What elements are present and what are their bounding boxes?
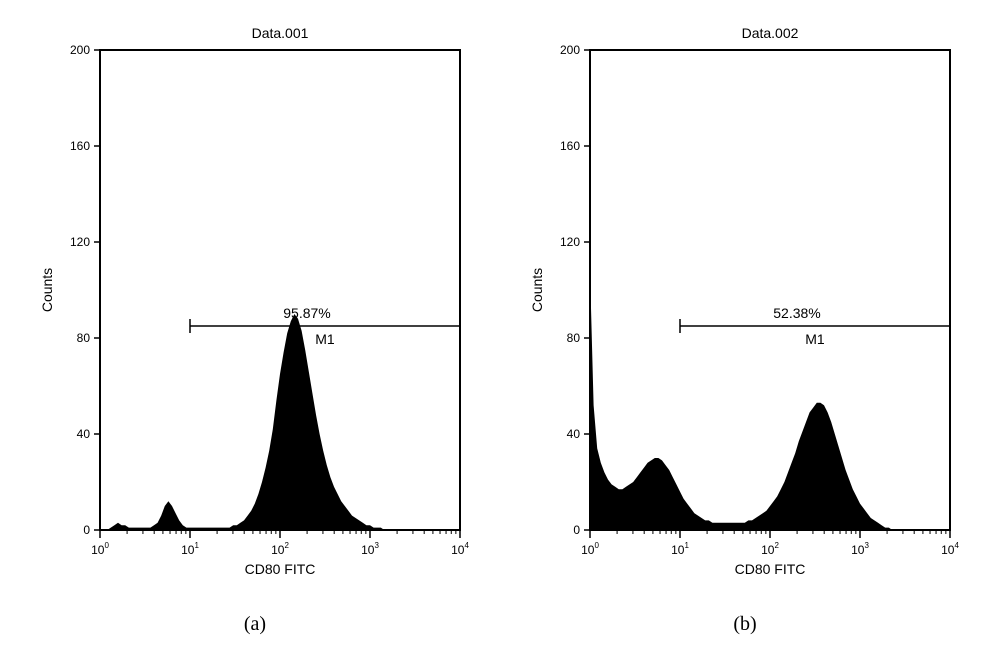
chart-b-wrap: Data.002 0 40 80 120 160 200 Counts 100 101 102 103… bbox=[520, 20, 970, 605]
svg-text:160: 160 bbox=[70, 139, 90, 153]
svg-text:104: 104 bbox=[941, 541, 959, 557]
svg-text:95.87%: 95.87% bbox=[283, 305, 330, 321]
svg-text:0: 0 bbox=[573, 523, 580, 537]
svg-text:CD80 FITC: CD80 FITC bbox=[245, 561, 316, 577]
svg-text:52.38%: 52.38% bbox=[773, 305, 820, 321]
svg-text:CD80 FITC: CD80 FITC bbox=[735, 561, 806, 577]
figure-container: Data.001 0 40 80 120 160 200 Counts 100 101 102 103… bbox=[20, 20, 980, 636]
panel-a: Data.001 0 40 80 120 160 200 Counts 100 101 102 103… bbox=[30, 20, 480, 636]
svg-text:Counts: Counts bbox=[39, 268, 55, 312]
svg-text:120: 120 bbox=[560, 235, 580, 249]
svg-text:80: 80 bbox=[567, 331, 581, 345]
panel-b: Data.002 0 40 80 120 160 200 Counts 100 101 102 103… bbox=[520, 20, 970, 636]
svg-text:M1: M1 bbox=[805, 331, 825, 347]
svg-text:103: 103 bbox=[361, 541, 379, 557]
chart-a: Data.001 0 40 80 120 160 200 Counts 100 101 102 103… bbox=[30, 20, 480, 600]
svg-text:Counts: Counts bbox=[529, 268, 545, 312]
svg-text:102: 102 bbox=[271, 541, 289, 557]
svg-text:200: 200 bbox=[70, 43, 90, 57]
svg-text:104: 104 bbox=[451, 541, 469, 557]
svg-text:101: 101 bbox=[181, 541, 199, 557]
svg-text:103: 103 bbox=[851, 541, 869, 557]
chart-b: Data.002 0 40 80 120 160 200 Counts 100 101 102 103… bbox=[520, 20, 970, 600]
svg-text:101: 101 bbox=[671, 541, 689, 557]
svg-text:40: 40 bbox=[567, 427, 581, 441]
svg-text:M1: M1 bbox=[315, 331, 335, 347]
svg-text:160: 160 bbox=[560, 139, 580, 153]
svg-text:0: 0 bbox=[83, 523, 90, 537]
svg-text:102: 102 bbox=[761, 541, 779, 557]
panel-b-label: (b) bbox=[733, 613, 756, 636]
panel-a-label: (a) bbox=[244, 613, 266, 636]
svg-text:100: 100 bbox=[91, 541, 109, 557]
svg-text:100: 100 bbox=[581, 541, 599, 557]
chart-a-wrap: Data.001 0 40 80 120 160 200 Counts 100 101 102 103… bbox=[30, 20, 480, 605]
svg-text:Data.002: Data.002 bbox=[742, 25, 799, 41]
svg-text:40: 40 bbox=[77, 427, 91, 441]
svg-text:120: 120 bbox=[70, 235, 90, 249]
svg-text:Data.001: Data.001 bbox=[252, 25, 309, 41]
svg-text:200: 200 bbox=[560, 43, 580, 57]
svg-text:80: 80 bbox=[77, 331, 91, 345]
